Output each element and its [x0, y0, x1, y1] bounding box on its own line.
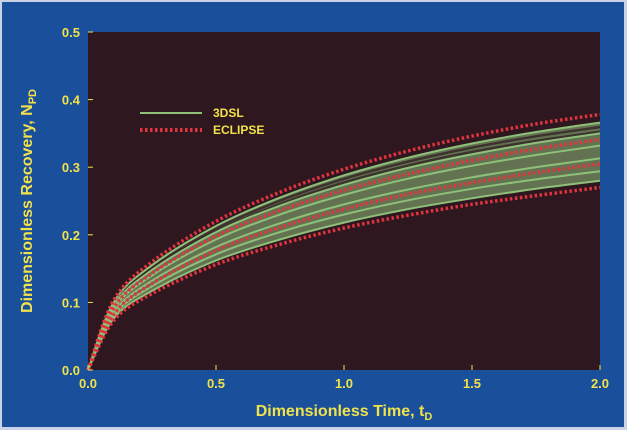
y-axis-ticks: 0.0 0.1 0.2 0.3 0.4 0.5 [62, 25, 93, 378]
series-line-eclipse-3 [86, 185, 601, 371]
legend-label-3dsl: 3DSL [213, 106, 244, 120]
series-line-3dsl-1 [87, 132, 601, 371]
series-line-3dsl-4 [87, 170, 601, 371]
y-tick-label: 0.1 [62, 295, 80, 310]
band-shadow-line [86, 125, 601, 371]
x-axis-title: Dimensionless Time, tD [256, 403, 433, 423]
series-band-3dsl [88, 122, 600, 370]
x-tick-label: 2.0 [591, 376, 609, 391]
x-tick-label: 1.0 [335, 376, 353, 391]
series-line-eclipse-2 [86, 162, 601, 371]
y-tick-label: 0.4 [62, 93, 81, 108]
legend-label-eclipse: ECLIPSE [213, 123, 264, 137]
y-tick-label: 0.5 [62, 25, 80, 40]
series-line-3dsl-0 [87, 121, 601, 371]
series-line-3dsl-2 [87, 144, 601, 371]
curve-group [86, 112, 601, 371]
x-tick-label: 1.5 [463, 376, 481, 391]
x-tick-label: 0.5 [207, 376, 225, 391]
legend: 3DSL ECLIPSE [140, 106, 264, 137]
y-tick-label: 0.3 [62, 160, 80, 175]
x-axis-title-subscript: D [424, 411, 432, 423]
y-axis-title-subscript: PD [27, 89, 39, 104]
x-tick-label: 0.0 [79, 376, 97, 391]
x-axis-ticks: 0.0 0.5 1.0 1.5 2.0 [79, 365, 609, 391]
series-line-3dsl-3 [87, 157, 601, 371]
y-axis-title-main: Dimensionless Recovery, N [19, 104, 36, 313]
series-line-3dsl-5 [87, 179, 601, 371]
y-tick-label: 0.0 [62, 363, 80, 378]
x-axis-title-main: Dimensionless Time, t [256, 403, 425, 420]
y-axis-title: Dimensionless Recovery, NPD [19, 89, 39, 313]
y-tick-label: 0.2 [62, 228, 80, 243]
